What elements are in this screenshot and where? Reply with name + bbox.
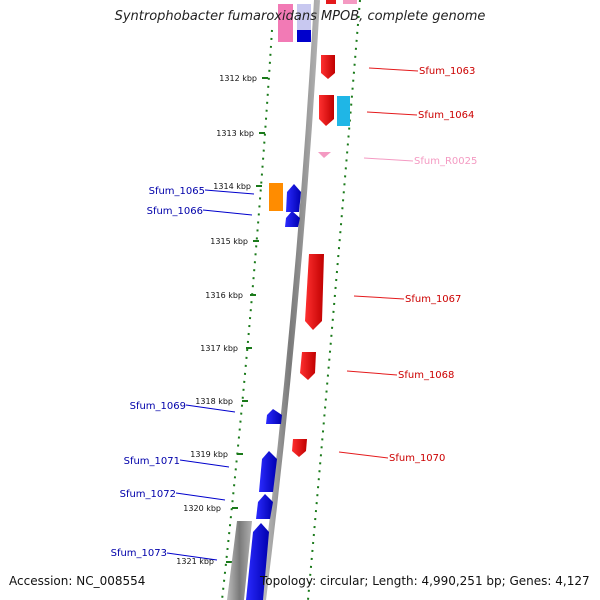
gene-arrow-sfum-r0025[interactable] [318, 152, 331, 158]
gene-label-sfum-r0025[interactable]: Sfum_R0025 [414, 156, 477, 167]
gene-label-sfum-1067[interactable]: Sfum_1067 [405, 294, 461, 305]
gene-label-sfum-1064[interactable]: Sfum_1064 [418, 110, 474, 121]
gene-partial-pink [278, 4, 293, 42]
gene-arrow-sfum-1073[interactable] [246, 523, 269, 600]
gene-arrow-sfum-1066-a[interactable] [286, 184, 301, 212]
leader-line-sfum-r0025 [363, 157, 414, 162]
gene-arrow-sfum-1070[interactable] [292, 439, 307, 457]
gene-label-sfum-1069[interactable]: Sfum_1069 [130, 401, 186, 412]
gene-arrow-sfum-1067[interactable] [305, 254, 324, 330]
gene-partial-red-top [326, 0, 336, 4]
gene-arrow-sfum-1072[interactable] [256, 494, 273, 519]
tick-label: 1318 kbp [195, 397, 233, 406]
gene-partial-blue [297, 30, 311, 42]
gene-arrow-sfum-1064-cyan[interactable] [337, 96, 350, 126]
gene-arrow-sfum-1066-b[interactable] [285, 211, 300, 227]
gene-label-sfum-1068[interactable]: Sfum_1068 [398, 370, 454, 381]
gene-partial-pink-top [343, 0, 357, 4]
gene-arrow-sfum-1064[interactable] [319, 95, 334, 126]
gene-label-sfum-1073[interactable]: Sfum_1073 [111, 548, 167, 559]
gene-arrow-sfum-1071[interactable] [259, 451, 277, 492]
tick-label: 1316 kbp [205, 291, 243, 300]
tick-label: 1321 kbp [176, 557, 214, 566]
genome-backbone [260, 0, 320, 600]
gene-label-sfum-1072[interactable]: Sfum_1072 [120, 489, 176, 500]
tick-label: 1320 kbp [183, 504, 221, 513]
gene-label-sfum-1070[interactable]: Sfum_1070 [389, 453, 445, 464]
gene-arrow-sfum-1063[interactable] [321, 55, 335, 79]
tick-label: 1313 kbp [216, 129, 254, 138]
gene-arrow-sfum-1069[interactable] [266, 409, 282, 424]
tick-label: 1317 kbp [200, 344, 238, 353]
forward-leader-lines [166, 189, 255, 561]
tick-label: 1319 kbp [190, 450, 228, 459]
gene-label-sfum-1063[interactable]: Sfum_1063 [419, 66, 475, 77]
gene-label-sfum-1065[interactable]: Sfum_1065 [149, 186, 205, 197]
reverse-leader-lines [338, 67, 419, 459]
genome-title: Syntrophobacter fumaroxidans MPOB, compl… [114, 9, 486, 24]
gene-arrow-grey [227, 521, 252, 600]
tick-labels: 1312 kbp 1313 kbp 1314 kbp 1315 kbp 1316… [176, 74, 257, 566]
accession-text: Accession: NC_008554 [9, 574, 146, 588]
gene-arrow-sfum-1068[interactable] [300, 352, 316, 380]
tick-label: 1314 kbp [213, 182, 251, 191]
gene-label-sfum-1066[interactable]: Sfum_1066 [147, 206, 203, 217]
gene-arrow-sfum-1065[interactable] [269, 183, 283, 211]
topology-text: Topology: circular; Length: 4,990,251 bp… [260, 574, 590, 588]
inner-track-dotted-line [221, 29, 273, 600]
tick-label: 1312 kbp [219, 74, 257, 83]
gene-label-sfum-1071[interactable]: Sfum_1071 [124, 456, 180, 467]
tick-label: 1315 kbp [210, 237, 248, 246]
tick-marks [226, 77, 268, 563]
